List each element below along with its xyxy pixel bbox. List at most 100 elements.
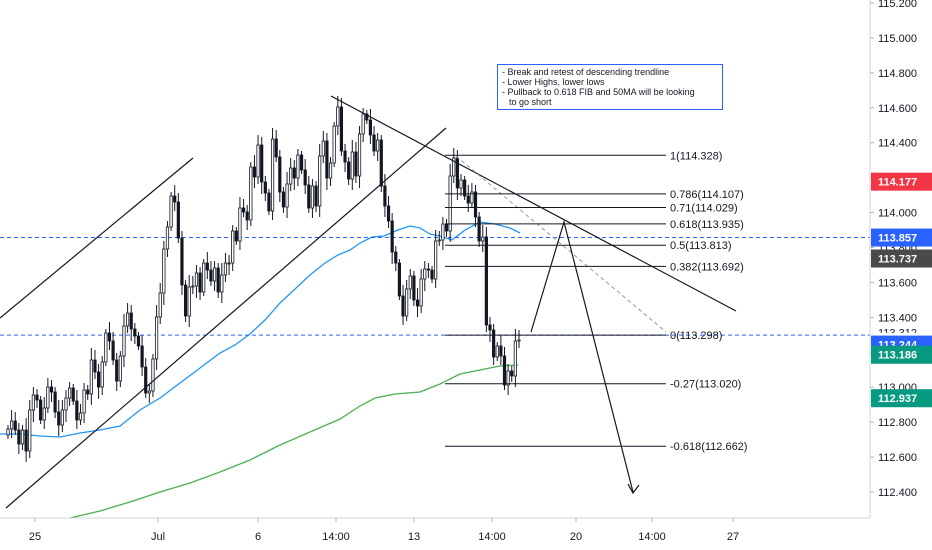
candle	[53, 387, 57, 418]
candle	[354, 142, 358, 183]
candle-body	[466, 195, 470, 204]
candle	[231, 225, 235, 271]
candle	[198, 267, 202, 300]
candle	[502, 347, 507, 390]
candle-body	[357, 133, 362, 177]
candle-body	[86, 389, 90, 395]
candle-body	[278, 156, 282, 193]
candle-body	[513, 340, 517, 377]
candle	[89, 348, 93, 405]
candle	[154, 305, 159, 370]
candle-body	[125, 312, 130, 327]
y-tick-label: 115.200	[878, 0, 917, 10]
candle	[412, 271, 416, 306]
candle-body	[144, 366, 148, 394]
candle-body	[256, 144, 260, 178]
candle-body	[176, 201, 180, 239]
candle-body	[89, 359, 93, 395]
candle-body	[325, 140, 329, 179]
fib-level-label: 0.5(113.813)	[670, 240, 732, 252]
candle	[57, 400, 61, 436]
candle	[176, 193, 180, 243]
y-tick-label: 112.400	[878, 487, 917, 499]
candle-body	[386, 205, 391, 222]
candle-body	[187, 286, 191, 317]
candle-body	[310, 185, 315, 209]
candle-body	[104, 332, 108, 363]
candle	[332, 122, 336, 167]
candle	[97, 364, 101, 399]
candle	[386, 196, 391, 228]
candle	[6, 425, 10, 439]
note-line-3: - Pullback to 0.618 FIB and 50MA will be…	[502, 87, 695, 97]
candle	[223, 253, 228, 282]
candle-body	[401, 295, 405, 317]
y-tick-label: 113.600	[878, 277, 917, 289]
candle-body	[307, 184, 311, 209]
candle	[423, 261, 427, 291]
candle-body	[347, 161, 351, 180]
candle-body	[6, 428, 10, 436]
candle-body	[75, 400, 79, 421]
candle-body	[444, 223, 449, 232]
candle-body	[426, 268, 430, 271]
candle	[415, 288, 420, 317]
candle	[227, 255, 231, 275]
candle-body	[17, 429, 21, 445]
candle-body	[434, 240, 438, 280]
candle-body	[336, 106, 340, 127]
price-badge	[871, 345, 932, 364]
candle	[28, 400, 32, 458]
candle	[426, 263, 430, 278]
candle	[191, 276, 195, 294]
candle	[216, 263, 220, 298]
x-tick-label: 20	[570, 531, 582, 543]
candle	[510, 366, 514, 382]
price-badge-label: 113.186	[878, 350, 917, 362]
x-tick-label: 27	[727, 531, 739, 543]
candle	[220, 263, 224, 303]
candle	[441, 217, 445, 250]
candle	[481, 225, 485, 252]
projected-path-arrow	[530, 219, 634, 493]
candle-body	[455, 157, 459, 189]
candle-body	[28, 409, 32, 452]
candle-body	[437, 239, 441, 242]
candle-body	[93, 359, 97, 373]
candle	[379, 135, 383, 192]
candle-body	[68, 387, 72, 399]
candle-body	[470, 191, 474, 204]
candle	[495, 342, 499, 361]
candle-body	[78, 412, 83, 421]
candle	[499, 335, 503, 365]
candle	[328, 157, 333, 186]
price-badge	[871, 172, 932, 191]
candle-body	[234, 230, 238, 242]
candle	[336, 96, 340, 135]
candle-body	[415, 299, 420, 307]
candle-body	[122, 325, 126, 357]
candle	[20, 425, 25, 450]
dashed-trend-extension	[455, 155, 667, 333]
note-line-1: - Break and retest of descending trendli…	[502, 67, 670, 77]
candle-body	[260, 144, 264, 183]
candle-body	[194, 272, 199, 287]
candle	[405, 280, 409, 321]
candle-body	[267, 192, 271, 212]
arrow-head	[627, 483, 640, 495]
candle	[60, 400, 64, 432]
candle	[278, 150, 282, 202]
candle-body	[441, 223, 445, 241]
trade-idea-note[interactable]: - Break and retest of descending trendli…	[497, 64, 723, 110]
candle	[64, 390, 68, 422]
candle-body	[154, 316, 159, 360]
candle-body	[423, 268, 427, 280]
candle	[492, 324, 496, 365]
fib-level-label: 0(113.298)	[670, 330, 722, 342]
candle-body	[292, 167, 296, 179]
candle-body	[13, 420, 17, 431]
candle-body	[140, 345, 144, 368]
y-tick-label: 114.800	[878, 68, 917, 80]
x-tick-label: 13	[408, 531, 420, 543]
